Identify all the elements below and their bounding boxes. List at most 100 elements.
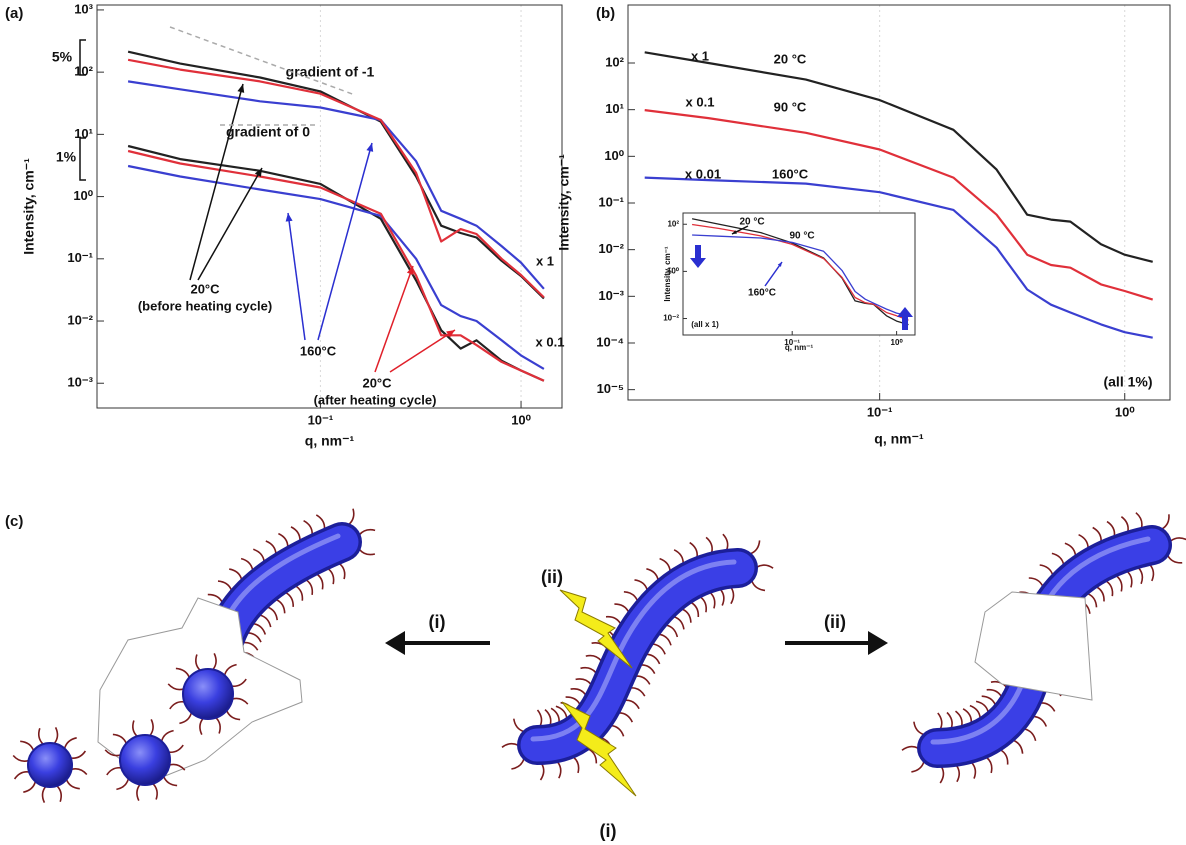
series-line [127, 149, 545, 382]
x-axis-label: q, nm⁻¹ [874, 431, 924, 447]
sphere [27, 742, 73, 788]
corona-chain [1051, 552, 1065, 565]
corona-chain [1028, 577, 1044, 587]
corona-chain [544, 708, 552, 726]
corona-chain [730, 587, 735, 605]
guide-line [169, 26, 356, 96]
corona-chain [1024, 728, 1037, 742]
corona-chain [585, 654, 602, 662]
y-tick-label: 10⁻¹ [67, 250, 93, 265]
corona-chain [1033, 715, 1048, 727]
corona-chain [275, 598, 286, 614]
annotation-arrow [374, 265, 414, 373]
corona-chain [253, 622, 267, 635]
corona-chain [348, 508, 355, 525]
corona-chain [750, 540, 761, 555]
corona-chain [634, 579, 648, 591]
corona-chain [1170, 537, 1186, 542]
y-tick-label: 10⁰ [73, 188, 93, 203]
corona-chain [981, 695, 997, 706]
corona-chain [240, 557, 254, 570]
corona-chain [614, 603, 630, 613]
corona-chain [659, 557, 671, 571]
series-line [644, 109, 1154, 301]
corona-chain [511, 758, 525, 770]
x-tick-label: 10⁰ [891, 338, 904, 347]
corona-chain [23, 781, 37, 793]
corona-chain [939, 766, 945, 784]
corona-chain [557, 761, 562, 779]
corona-chain [501, 742, 519, 748]
corona-chain [719, 588, 725, 606]
x-axis-label: q, nm⁻¹ [305, 433, 355, 449]
arrow-head [446, 330, 455, 338]
annotation: x 0.1 [536, 334, 565, 349]
annotation: 90 °C [789, 231, 814, 242]
corona-chain [179, 712, 193, 725]
annotation: 160°C [748, 288, 776, 299]
y-tick-label: 10⁻³ [598, 288, 624, 303]
corona-chain [1161, 514, 1170, 530]
corona-chain [962, 708, 973, 723]
annotation-arrow [389, 329, 456, 373]
corona-chain [971, 762, 977, 779]
corona-chain [955, 765, 961, 783]
series-line [692, 223, 909, 321]
corona-chain [1116, 575, 1123, 592]
corona-chain [41, 786, 47, 803]
corona-chain [136, 784, 141, 801]
inset-background [683, 213, 915, 335]
y-tick-label: 10⁰ [604, 148, 624, 163]
y-tick-label: 10² [667, 219, 679, 228]
arrow-head [732, 230, 737, 234]
annotation: x 1 [691, 48, 709, 63]
y-tick-label: 10² [605, 54, 624, 69]
corona-chain [954, 710, 963, 727]
corona-chain [212, 653, 217, 670]
y-tick-label: 10⁻² [598, 241, 624, 256]
corona-chain [901, 745, 919, 751]
corona-chain [1087, 592, 1098, 608]
corona-chain [913, 721, 924, 736]
panel-label: (c) [5, 513, 23, 530]
site-label: (i) [600, 821, 617, 841]
corona-chain [106, 766, 122, 776]
corona-chain [152, 783, 158, 800]
corona-chain [20, 740, 35, 751]
corona-chain [149, 719, 154, 736]
plot-frame [96, 4, 563, 409]
corona-chain [611, 724, 625, 737]
annotation: x 1 [536, 253, 554, 268]
series-line [644, 176, 1153, 339]
corona-chain [570, 688, 587, 696]
corona-chain [169, 763, 186, 771]
series-line [127, 164, 545, 370]
annotation: 90 °C [774, 99, 807, 114]
corona-chain [1105, 580, 1114, 597]
arrow-head [406, 266, 414, 275]
corona-chain [217, 580, 233, 591]
lightning [559, 589, 633, 669]
corona-chain [911, 761, 925, 773]
arrow-head [285, 213, 293, 222]
y-tick-label: 10¹ [605, 101, 624, 116]
corona-chain [641, 664, 656, 674]
panel-label: (a) [5, 5, 23, 22]
annotation-arrow [189, 83, 244, 281]
chart: 10⁻¹ 10⁰ 10⁻⁵ 10⁻⁴ 10⁻³ 10⁻² 10⁻¹ 10⁰ 10¹ 10² (b) q… [556, 4, 1171, 447]
corona-chain [705, 536, 713, 553]
corona-chain [646, 568, 659, 581]
corona-chain [195, 654, 201, 671]
annotation: 5% [52, 49, 73, 65]
corona-chain [339, 563, 346, 580]
corona-chain [56, 785, 63, 802]
annotation: 20°C [190, 281, 220, 296]
corona-chain [1149, 564, 1155, 582]
corona-chain [243, 641, 259, 651]
corona-chain [169, 700, 185, 710]
corona-chain [358, 528, 376, 536]
bracket [79, 39, 86, 76]
corona-chain [167, 683, 184, 691]
corona-chain [231, 678, 247, 688]
corona-chain [630, 687, 646, 697]
